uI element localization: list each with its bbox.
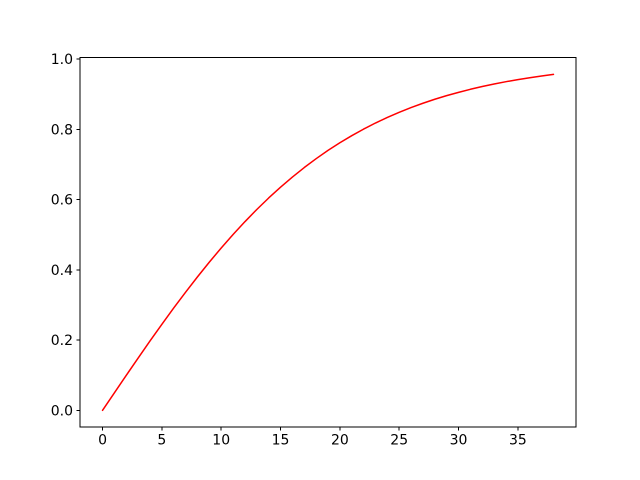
x-tick-label: 5: [157, 433, 166, 449]
y-tick-label: 0.4: [51, 263, 73, 279]
y-tick-label: 0.8: [51, 122, 73, 138]
x-tick-label: 35: [509, 433, 527, 449]
plot-area: [80, 57, 576, 428]
x-tick-label: 0: [98, 433, 107, 449]
y-tick-label: 0.6: [51, 193, 73, 209]
x-tick-label: 30: [450, 433, 468, 449]
x-tick-label: 10: [212, 433, 230, 449]
x-tick-label: 25: [390, 433, 408, 449]
x-tick-label: 20: [331, 433, 349, 449]
y-tick-label: 0.0: [51, 403, 73, 419]
data-curve: [101, 73, 555, 412]
y-tick-label: 0.2: [51, 333, 73, 349]
axes-spines: [79, 57, 577, 428]
x-tick-label: 15: [272, 433, 290, 449]
y-tick-label: 1.0: [51, 52, 73, 68]
